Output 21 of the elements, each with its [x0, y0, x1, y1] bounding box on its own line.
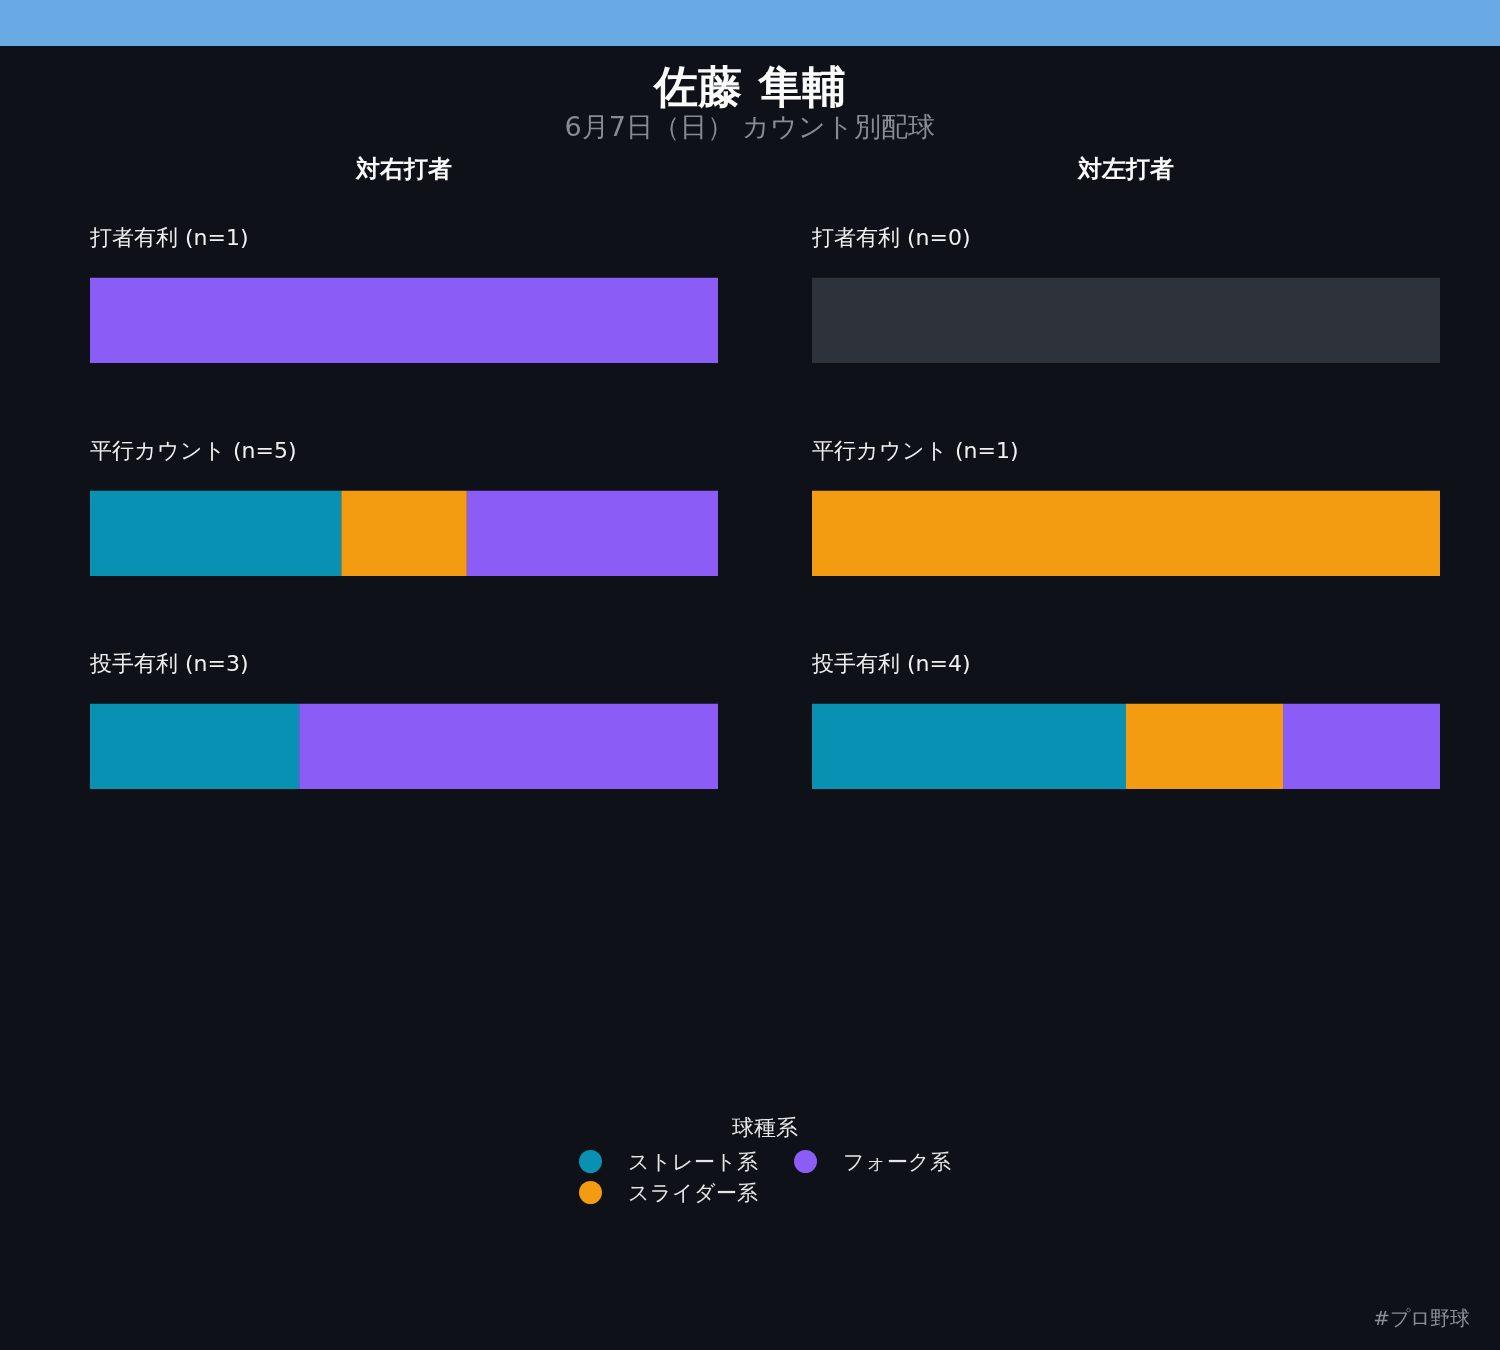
y-tick-label: 投手有利 (n=3)	[89, 651, 249, 677]
bar	[90, 490, 342, 576]
bar	[466, 490, 718, 576]
bar	[341, 490, 467, 576]
bar	[90, 277, 718, 363]
y-tick-label: 打者有利 (n=0)	[811, 225, 971, 251]
text: #プロ野球	[1373, 1305, 1470, 1331]
y-tick-label: 平行カウント (n=5)	[90, 438, 297, 464]
bar	[90, 703, 300, 789]
y-tick-label: 投手有利 (n=4)	[811, 651, 971, 677]
legend-label: フォーク系	[843, 1148, 951, 1176]
legend-title: 球種系	[732, 1114, 798, 1142]
legend-label: ストレート系	[628, 1148, 758, 1176]
text: 対右打者	[355, 154, 452, 183]
y-tick-label: 打者有利 (n=1)	[89, 225, 249, 251]
text: 佐藤 隼輔	[652, 61, 847, 112]
text: 対左打者	[1077, 154, 1174, 183]
y-tick-label: 平行カウント (n=1)	[812, 438, 1019, 464]
bar	[299, 703, 718, 789]
text: 6月7日（日） カウント別配球	[563, 111, 937, 142]
legend-label: スライダー系	[628, 1179, 758, 1207]
